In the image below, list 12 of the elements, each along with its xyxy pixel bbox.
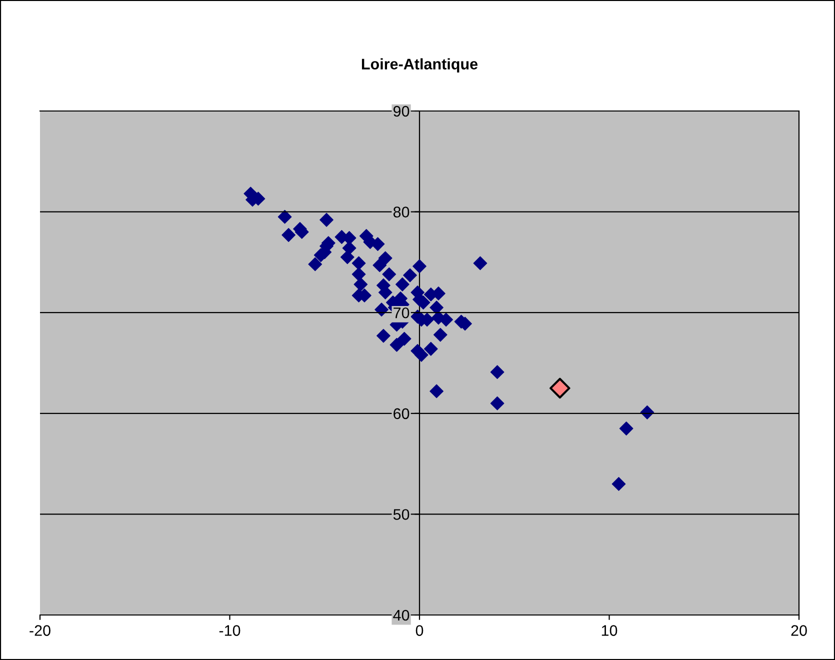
x-tick-label: 10 bbox=[602, 625, 618, 636]
y-tick-label: 50 bbox=[393, 509, 410, 520]
y-tick-label: 80 bbox=[393, 206, 410, 218]
x-tick-label: 20 bbox=[791, 625, 807, 636]
y-tick-label: 70 bbox=[394, 307, 410, 318]
y-tick-label: 40 bbox=[393, 610, 410, 621]
chart-title: Loire-Atlantique bbox=[362, 58, 478, 73]
y-tick-label: 90 bbox=[394, 106, 410, 117]
x-tick-label: 0 bbox=[416, 625, 424, 636]
x-tick-label: -20 bbox=[30, 625, 50, 636]
x-tick-label: -10 bbox=[219, 625, 240, 636]
y-tick-label: 60 bbox=[394, 408, 410, 420]
